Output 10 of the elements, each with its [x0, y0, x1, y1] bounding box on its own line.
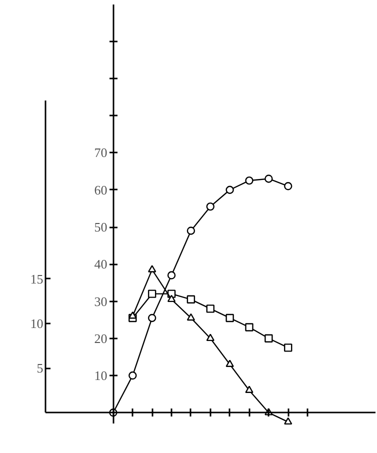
y-tick-label: 30	[94, 294, 108, 309]
y2-tick-label: 15	[30, 271, 44, 286]
y-tick-label: 70	[94, 145, 108, 160]
y-tick-label: 40	[94, 256, 108, 272]
y2-tick-label: 10	[30, 316, 44, 332]
y-tick-label: 20	[94, 330, 108, 346]
y2-tick-label: 5	[36, 360, 44, 376]
y-tick-label: 50	[94, 220, 108, 234]
y-tick-label: 10	[94, 368, 108, 384]
y-tick-label: 60	[94, 182, 108, 198]
